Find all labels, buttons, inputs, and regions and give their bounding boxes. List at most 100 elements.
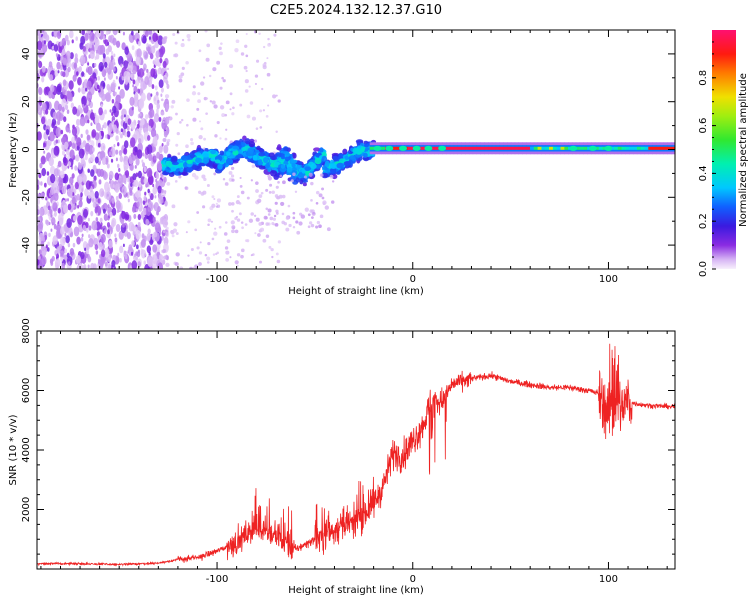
spectrogram-cell [142,35,147,44]
spectrogram-cell [66,91,73,102]
spectrogram-cell [579,146,584,150]
spectrogram-cell [153,113,160,123]
spectrogram-cell [77,204,80,209]
spectrogram-cell [114,183,120,193]
spectrogram-cell [187,220,191,224]
spectrogram-cell [267,104,270,107]
spectrogram-cell [67,243,71,248]
spectrogram-cell [229,108,232,111]
spectrogram-cell [552,146,558,150]
spectrogram-cell [57,160,62,168]
spectrogram-cell [258,222,263,226]
spectrogram-cell [180,43,185,48]
spectrogram-cell [76,193,81,201]
spectrogram-cell [49,209,53,215]
spectrogram-cell [130,73,133,78]
spectrogram-cell [161,199,164,204]
spectrogram-cell [545,146,550,150]
spectrogram-cell [77,104,81,111]
spectrogram-cell [154,57,160,67]
spectrogram-cell [105,92,111,102]
spectrogram-cell [613,146,619,150]
spectrogram-cell [160,98,164,102]
spectrogram-cell [265,207,269,211]
spectrogram-cell [75,118,80,126]
spectrogram-cell [206,256,211,261]
spectrogram-cell [99,168,105,177]
spectrogram-cell [244,79,249,84]
spectrogram-cell [104,39,109,47]
spectrogram-cell [594,146,600,150]
spectrogram-cell [111,111,114,117]
spectrogram-cell [280,201,285,207]
spectrogram-cell [75,154,80,162]
spectrogram-cell [90,262,95,269]
spectrogram-cell [81,103,85,108]
spectrogram-cell [175,112,178,116]
spectrogram-cell [166,255,169,261]
spectrogram-cell [40,246,47,257]
spectrogram-cell [246,196,250,200]
spectrogram-cell [150,128,157,138]
spectrogram-cell [166,181,171,186]
spectrogram-cell [86,80,92,90]
spectrogram-cell [134,191,138,198]
spectrogram-cell [64,141,69,150]
spectrogram-cell [144,114,149,120]
spectrogram-cell [57,119,61,126]
spectrogram-cell [112,30,118,36]
spectrogram-cell [69,176,74,185]
spectrogram-cell [198,262,202,266]
spectrogram-cell [120,114,124,121]
y-tick-label: 6000 [21,378,32,403]
spectrogram-cell [66,149,70,156]
spectrogram-cell [604,145,613,151]
spectrogram-cell [204,148,209,152]
spectrogram-cell [276,144,282,151]
spectrogram-cell [260,191,264,195]
spectrogram-cell [100,233,106,243]
spectrogram-cell [121,210,126,220]
spectrogram-cell [138,98,144,108]
spectrogram-cell [164,94,170,99]
spectrogram-cell [468,146,474,150]
spectrogram-cell [111,207,117,216]
spectrogram-cell [223,232,228,236]
spectrogram-cell [149,52,154,60]
spectrogram-cell [122,189,125,193]
spectrogram-cell [67,66,71,73]
spectrogram-cell [162,248,167,254]
spectrogram-cell [222,78,226,83]
spectrogram-cell [103,247,110,258]
spectrogram-cell [63,116,67,123]
spectrogram-cell [72,106,78,115]
spectrogram-cell [255,217,260,222]
spectrogram-cell [53,211,57,217]
spectrogram-cell [107,186,111,193]
spectrogram-cell [189,266,193,269]
spectrogram-cell [115,195,119,201]
spectrogram-cell [202,76,206,79]
spectrogram-cell [162,60,167,69]
spectrogram-cell [200,81,205,86]
spectrogram-cell [198,251,203,255]
spectrogram-cell [110,158,114,163]
spectrogram-cell [87,119,90,124]
spectrogram-cell [163,176,167,183]
spectrogram-cell [142,162,146,168]
spectrogram-cell [144,30,149,37]
spectrogram-cell [179,266,184,269]
spectrogram-cell [131,45,135,51]
spectrogram-cell [105,30,109,36]
spectrogram-cell [203,137,207,141]
spectrogram-cell [240,221,244,224]
spectrogram-cell [121,75,125,81]
spectrogram-cell [104,109,107,115]
spectrogram-cell [108,35,113,43]
spectrogram-cell [51,122,55,129]
spectrogram-cell [222,177,226,181]
spectrogram-cell [145,206,152,217]
spectrogram-cell [310,181,314,186]
spectrogram-cell [251,116,256,121]
